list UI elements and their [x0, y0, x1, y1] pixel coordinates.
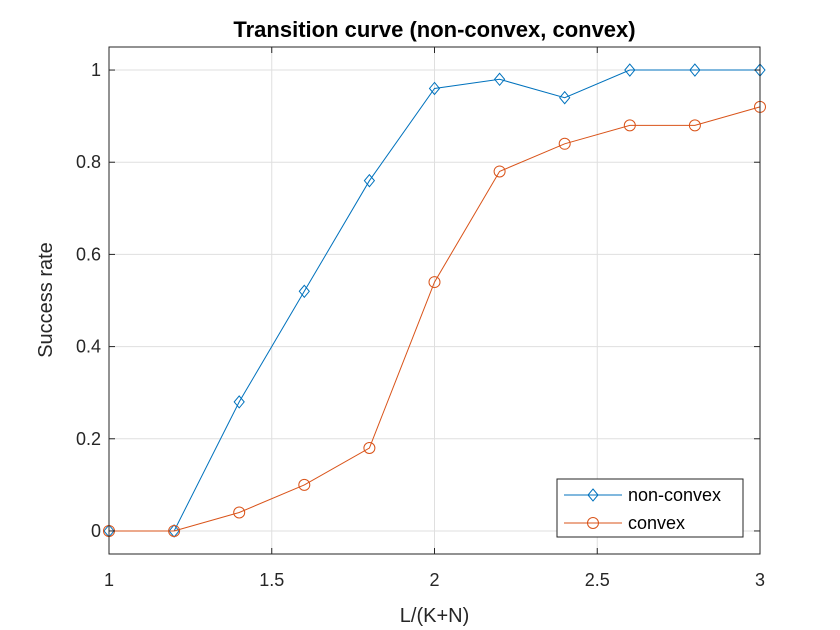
data-point-diamond [168, 524, 180, 538]
chart-title: Transition curve (non-convex, convex) [233, 17, 635, 42]
data-point-circle [233, 506, 246, 519]
legend-label-convex: convex [628, 513, 685, 533]
y-tick-label: 0.8 [76, 152, 101, 172]
data-point-diamond [689, 63, 701, 77]
data-point-circle [558, 137, 571, 150]
data-point-diamond [233, 395, 245, 409]
data-point-circle [298, 478, 311, 491]
legend-marker-circle-icon [587, 517, 599, 529]
legend-label-non-convex: non-convex [628, 485, 721, 505]
y-tick-label: 1 [91, 60, 101, 80]
x-tick-label: 1 [104, 570, 114, 590]
x-tick-label: 2.5 [585, 570, 610, 590]
data-point-circle [168, 524, 181, 537]
y-tick-label: 0.4 [76, 337, 101, 357]
data-point-diamond [624, 63, 636, 77]
data-point-circle [688, 119, 701, 132]
x-tick-label: 2 [429, 570, 439, 590]
y-tick-label: 0 [91, 521, 101, 541]
legend-marker-diamond-icon [587, 488, 599, 502]
x-tick-label: 3 [755, 570, 765, 590]
x-axis-label: L/(K+N) [400, 605, 469, 627]
data-point-circle [363, 441, 376, 454]
data-point-diamond [363, 173, 376, 188]
legend-box [556, 478, 744, 538]
series-line-non-convex [109, 69, 760, 532]
legend: non-convex convex [556, 478, 744, 538]
series-line-convex [109, 106, 761, 532]
x-tick-label: 1.5 [259, 570, 284, 590]
y-tick-label: 0.2 [76, 429, 101, 449]
data-point-diamond [298, 284, 310, 299]
y-axis-label: Success rate [35, 242, 57, 358]
data-point-circle [493, 165, 506, 178]
series-non-convex [103, 63, 766, 538]
series-layer [103, 63, 766, 538]
data-point-diamond [493, 72, 506, 87]
y-tick-label: 0.6 [76, 244, 101, 264]
data-point-circle [428, 276, 441, 289]
axis-ticks: 1 1.5 2 2.5 3 0 0.2 0.4 0.6 0.8 1 [76, 47, 765, 590]
data-point-diamond [559, 90, 571, 105]
data-point-diamond [428, 81, 441, 96]
data-point-circle [623, 119, 636, 132]
